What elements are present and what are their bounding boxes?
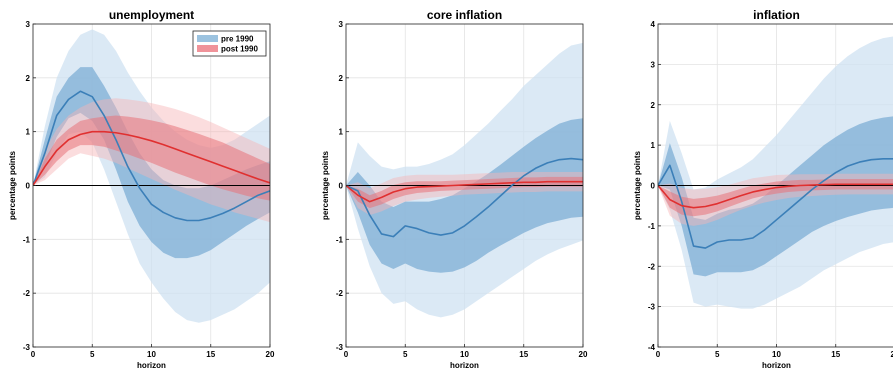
series-line-post-1990 — [658, 183, 893, 209]
x-tick-label: 20 — [891, 350, 893, 359]
chart-title: inflation — [753, 8, 800, 22]
chart-title: core inflation — [427, 8, 502, 22]
x-tick-label: 10 — [147, 350, 156, 359]
legend-swatch — [197, 45, 218, 52]
y-axis-label: percentage points — [8, 151, 17, 220]
plot-content — [33, 29, 270, 323]
y-tick-label: -1 — [336, 235, 344, 244]
legend-swatch — [197, 35, 218, 42]
band-68-pre-1990 — [658, 116, 893, 277]
y-tick-label: 2 — [651, 101, 656, 110]
chart-title: unemployment — [109, 8, 194, 22]
x-tick-label: 15 — [519, 350, 528, 359]
band-68-pre-1990 — [33, 67, 270, 259]
x-tick-label: 10 — [772, 350, 781, 359]
x-axis-label: horizon — [450, 361, 479, 370]
legend-label: post 1990 — [221, 45, 258, 54]
series-line-post-1990 — [346, 180, 583, 203]
chart-panel-2: 0 5 10 15 20 -3 -2 -1 0 1 2 3 core inflation horizon p… — [321, 8, 588, 370]
legend-label: pre 1990 — [221, 35, 254, 44]
y-tick-label: 0 — [651, 182, 656, 191]
x-tick-label: 15 — [206, 350, 215, 359]
x-axis-label: horizon — [137, 361, 166, 370]
x-tick-label: 5 — [90, 350, 95, 359]
band-68-post-1990 — [346, 176, 583, 209]
plot-content — [346, 42, 583, 318]
y-tick-label: -2 — [648, 262, 656, 271]
series-line-post-1990 — [33, 130, 270, 186]
y-tick-label: -1 — [23, 235, 31, 244]
y-tick-label: -2 — [23, 289, 31, 298]
y-tick-label: -3 — [23, 343, 31, 352]
x-tick-label: 5 — [403, 350, 408, 359]
series-line-pre-1990 — [346, 157, 583, 238]
x-tick-label: 0 — [31, 350, 36, 359]
x-tick-label: 0 — [656, 350, 661, 359]
chart-panel-3: 0 5 10 15 20 -4 -3 -2 -1 0 1 2 3 4 inflation horizon per… — [633, 8, 893, 370]
y-tick-label: 3 — [26, 20, 31, 29]
y-tick-label: -2 — [336, 289, 344, 298]
y-tick-label: -3 — [648, 303, 656, 312]
x-tick-label: 0 — [344, 350, 349, 359]
y-tick-label: -4 — [648, 343, 656, 352]
band-68-pre-1990 — [346, 118, 583, 273]
y-tick-label: 3 — [339, 20, 344, 29]
y-tick-label: -1 — [648, 222, 656, 231]
series-line-pre-1990 — [658, 158, 893, 249]
y-tick-label: 1 — [339, 128, 344, 137]
y-tick-label: -3 — [336, 343, 344, 352]
y-tick-label: 3 — [651, 60, 656, 69]
x-tick-label: 5 — [715, 350, 720, 359]
plot-content — [658, 36, 893, 309]
y-tick-label: 2 — [26, 74, 31, 83]
y-tick-label: 2 — [339, 74, 344, 83]
x-tick-label: 15 — [831, 350, 840, 359]
chart-panel-1: 0 5 10 15 20 -3 -2 -1 0 1 2 3 unemployment horizon per… — [8, 8, 275, 370]
x-tick-label: 20 — [579, 350, 588, 359]
band-68-post-1990 — [33, 115, 270, 201]
y-tick-label: 1 — [651, 141, 656, 150]
y-tick-label: 0 — [26, 182, 31, 191]
y-axis-label: percentage points — [633, 151, 642, 220]
x-tick-label: 10 — [460, 350, 469, 359]
y-tick-label: 1 — [26, 128, 31, 137]
band-68-post-1990 — [658, 179, 893, 217]
y-tick-label: 0 — [339, 182, 344, 191]
y-axis-label: percentage points — [321, 151, 330, 220]
x-axis-label: horizon — [762, 361, 791, 370]
y-tick-label: 4 — [651, 20, 656, 29]
series-line-pre-1990 — [33, 90, 270, 222]
x-tick-label: 20 — [266, 350, 275, 359]
